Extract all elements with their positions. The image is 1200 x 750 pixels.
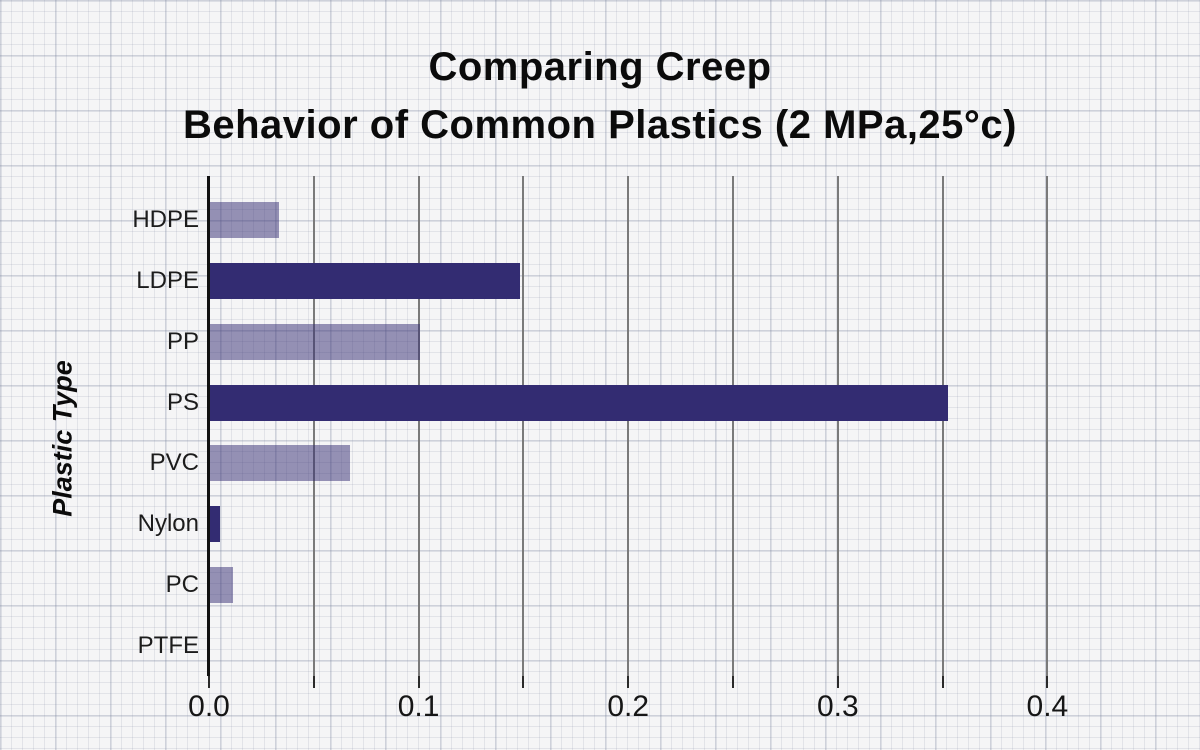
bar-nylon xyxy=(210,506,221,543)
x-tick-mark xyxy=(208,676,210,688)
x-tick-mark xyxy=(941,676,944,688)
x-gridline xyxy=(417,176,420,676)
category-label-ptfe: PTFE xyxy=(137,631,199,659)
x-tick-mark xyxy=(732,676,734,688)
category-label-pp: PP xyxy=(166,327,199,355)
bar-pc xyxy=(210,566,234,603)
category-label-hdpe: HDPE xyxy=(132,206,199,234)
x-gridline xyxy=(522,176,525,676)
category-label-pc: PC xyxy=(165,570,199,598)
category-label-pvc: PVC xyxy=(149,449,199,477)
x-gridline xyxy=(627,176,630,676)
x-gridline xyxy=(941,176,944,676)
bar-pp xyxy=(210,323,420,360)
x-tick-mark xyxy=(1046,676,1049,688)
x-tick-mark xyxy=(312,676,315,688)
x-gridline xyxy=(312,176,315,676)
x-gridline xyxy=(732,176,734,676)
x-tick-mark xyxy=(522,676,525,688)
x-gridline xyxy=(836,176,839,676)
bar-hdpe xyxy=(210,202,280,239)
x-tick-label: 0.1 xyxy=(397,690,440,723)
chart-title-line1: Comparing Creep xyxy=(428,45,772,89)
y-axis-spine xyxy=(207,176,210,676)
category-label-ldpe: LDPE xyxy=(136,267,199,295)
bar-ps xyxy=(210,384,948,421)
category-label-nylon: Nylon xyxy=(137,510,199,538)
x-tick-mark xyxy=(417,676,420,688)
x-tick-label: 0.4 xyxy=(1026,690,1069,723)
x-tick-mark xyxy=(836,676,839,688)
x-gridline xyxy=(1046,176,1049,676)
bar-ldpe xyxy=(210,263,521,300)
x-tick-mark xyxy=(627,676,630,688)
bar-pvc xyxy=(210,445,351,482)
x-tick-label: 0.0 xyxy=(188,690,230,723)
chart-title: Comparing Creep Behavior of Common Plast… xyxy=(0,38,1200,154)
x-tick-label: 0.3 xyxy=(816,690,859,723)
x-tick-label: 0.2 xyxy=(607,690,650,723)
chart-title-line2: Behavior of Common Plastics (2 MPa,25°c) xyxy=(182,103,1017,147)
category-label-ps: PS xyxy=(166,388,199,416)
